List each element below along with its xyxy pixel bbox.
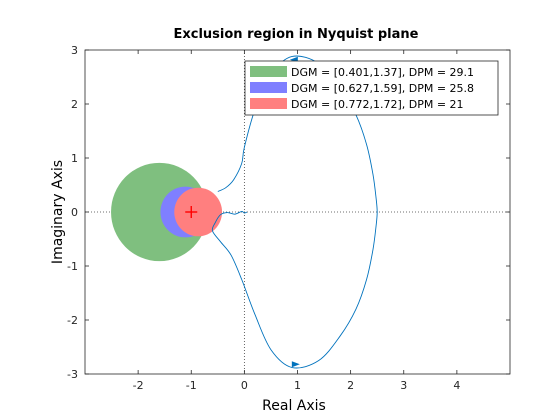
legend-label-3: DGM = [0.772,1.72], DPM = 21 bbox=[291, 98, 464, 111]
x-tick-label: -2 bbox=[133, 379, 144, 392]
legend-swatch-1 bbox=[250, 66, 287, 77]
y-tick-label: -1 bbox=[67, 260, 78, 273]
legend: DGM = [0.401,1.37], DPM = 29.1 DGM = [0.6… bbox=[244, 60, 499, 116]
y-tick-label: -3 bbox=[67, 368, 78, 381]
exclusion-disk-3 bbox=[174, 187, 223, 237]
critical-point-group bbox=[185, 206, 198, 218]
legend-box bbox=[244, 60, 499, 116]
x-tick-label: 3 bbox=[400, 379, 407, 392]
legend-label-1: DGM = [0.401,1.37], DPM = 29.1 bbox=[291, 66, 474, 79]
x-tick-label: 1 bbox=[294, 379, 301, 392]
curve-arrow-lower bbox=[291, 361, 300, 368]
y-tick-label: 1 bbox=[71, 152, 78, 165]
zero-grid-lines bbox=[85, 50, 510, 374]
x-axis-ticks: -2 -1 0 1 2 3 4 bbox=[133, 50, 460, 392]
x-tick-label: -1 bbox=[186, 379, 197, 392]
y-axis-label: Imaginary Axis bbox=[50, 160, 66, 264]
x-axis-label: Real Axis bbox=[262, 398, 326, 414]
legend-label-2: DGM = [0.627,1.59], DPM = 25.8 bbox=[291, 82, 474, 95]
legend-swatch-3 bbox=[250, 98, 287, 109]
x-tick-label: 0 bbox=[241, 379, 248, 392]
y-axis-ticks: -3 -2 -1 0 1 2 3 bbox=[67, 44, 510, 381]
legend-swatch-2 bbox=[250, 82, 287, 93]
y-tick-label: 3 bbox=[71, 44, 78, 57]
x-tick-label: 4 bbox=[453, 379, 460, 392]
y-tick-label: 0 bbox=[71, 206, 78, 219]
y-tick-label: 2 bbox=[71, 98, 78, 111]
chart-title: Exclusion region in Nyquist plane bbox=[174, 27, 419, 42]
y-tick-label: -2 bbox=[67, 314, 78, 327]
x-tick-label: 2 bbox=[347, 379, 354, 392]
exclusion-disks bbox=[111, 162, 223, 262]
